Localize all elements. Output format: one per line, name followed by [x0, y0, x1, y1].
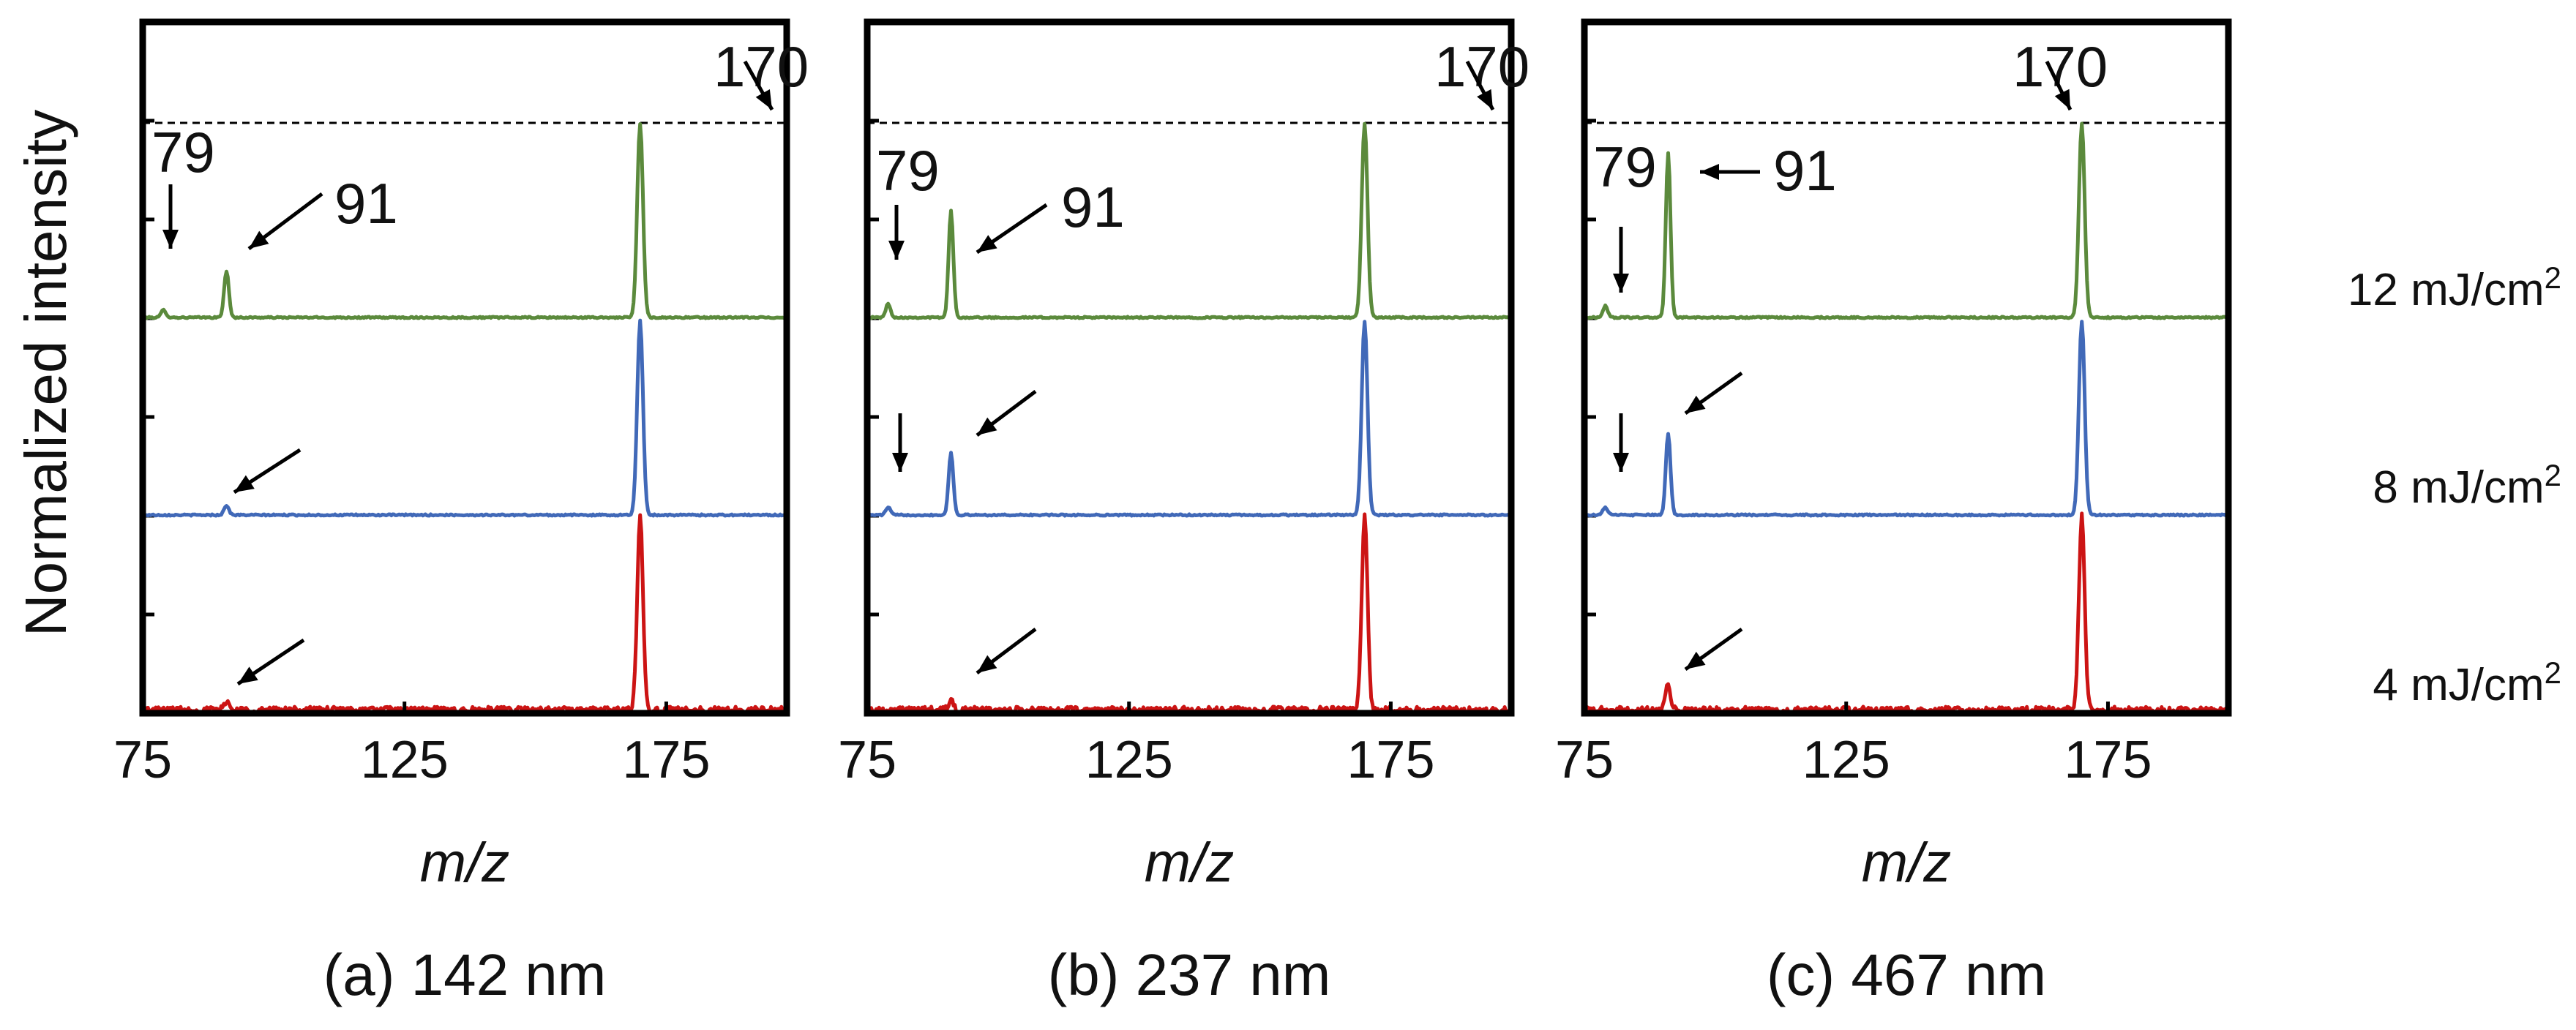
- spectrum-trace-8-mj-cm2: [866, 320, 1512, 518]
- arrow-peak-minor-0-head: [1685, 395, 1706, 413]
- y-axis-label: Normalized intensity: [13, 110, 78, 636]
- fluence-label: 4 mJ/cm2: [2373, 655, 2561, 711]
- arrow-peak-79-head: [162, 230, 179, 249]
- arrow-peak-170-head: [2054, 89, 2070, 110]
- peak-label-91: 91: [334, 171, 398, 236]
- peak-label-79: 79: [1593, 135, 1657, 199]
- x-tick-label: 175: [2064, 731, 2152, 789]
- panel-caption: (b) 237 nm: [1048, 942, 1331, 1007]
- arrow-peak-91-head: [1700, 164, 1719, 180]
- arrow-peak-91-head: [249, 230, 269, 249]
- x-tick-label: 125: [361, 731, 449, 789]
- fluence-label: 8 mJ/cm2: [2373, 458, 2561, 514]
- spectrum-trace-8-mj-cm2: [142, 318, 787, 518]
- x-tick-label: 75: [838, 731, 896, 789]
- arrow-peak-minor-1-head: [238, 666, 258, 684]
- arrow-peak-minor-1-head: [977, 655, 997, 673]
- arrow-peak-79-head: [1613, 274, 1629, 293]
- arrow-peak-79-head: [888, 241, 905, 260]
- x-axis-label: m/z: [1145, 832, 1234, 894]
- panel-caption: (a) 142 nm: [323, 942, 607, 1007]
- spectrum-trace-8-mj-cm2: [1584, 320, 2230, 518]
- spectrum-trace-12-mj-cm2: [866, 121, 1512, 320]
- spectrum-trace-12-mj-cm2: [1584, 121, 2229, 320]
- plot-frame: [864, 18, 1515, 717]
- x-tick-label: 75: [1555, 731, 1614, 789]
- peak-label-91: 91: [1061, 175, 1125, 239]
- spectrum-trace-4-mj-cm2: [1584, 511, 2230, 715]
- arrow-peak-170-head: [755, 89, 772, 110]
- arrow-peak-minor-1-head: [1685, 651, 1706, 669]
- peak-label-79: 79: [151, 120, 215, 184]
- x-tick-label: 175: [622, 731, 710, 789]
- fluence-label: 12 mJ/cm2: [2348, 260, 2561, 316]
- x-tick-label: 125: [1802, 731, 1890, 789]
- peak-label-91: 91: [1773, 138, 1837, 203]
- x-tick-label: 75: [113, 731, 172, 789]
- plot-frame: [1581, 18, 2232, 717]
- panel-caption: (c) 467 nm: [1767, 942, 2046, 1007]
- peak-label-79: 79: [876, 138, 940, 203]
- arrow-peak-minor-0-head: [977, 417, 997, 435]
- arrow-peak-170-head: [1477, 89, 1493, 110]
- arrow-peak-minor-2-head: [892, 453, 908, 472]
- arrow-peak-91-head: [977, 235, 997, 252]
- x-tick-label: 125: [1085, 731, 1173, 789]
- spectrum-trace-12-mj-cm2: [142, 122, 787, 320]
- arrow-peak-minor-2-head: [1613, 453, 1629, 472]
- spectrum-trace-4-mj-cm2: [865, 512, 1513, 715]
- x-axis-label: m/z: [1862, 832, 1951, 894]
- arrow-peak-minor-0-head: [234, 475, 255, 492]
- plot-frame: [139, 18, 790, 717]
- x-tick-label: 175: [1347, 731, 1434, 789]
- x-axis-label: m/z: [420, 832, 509, 894]
